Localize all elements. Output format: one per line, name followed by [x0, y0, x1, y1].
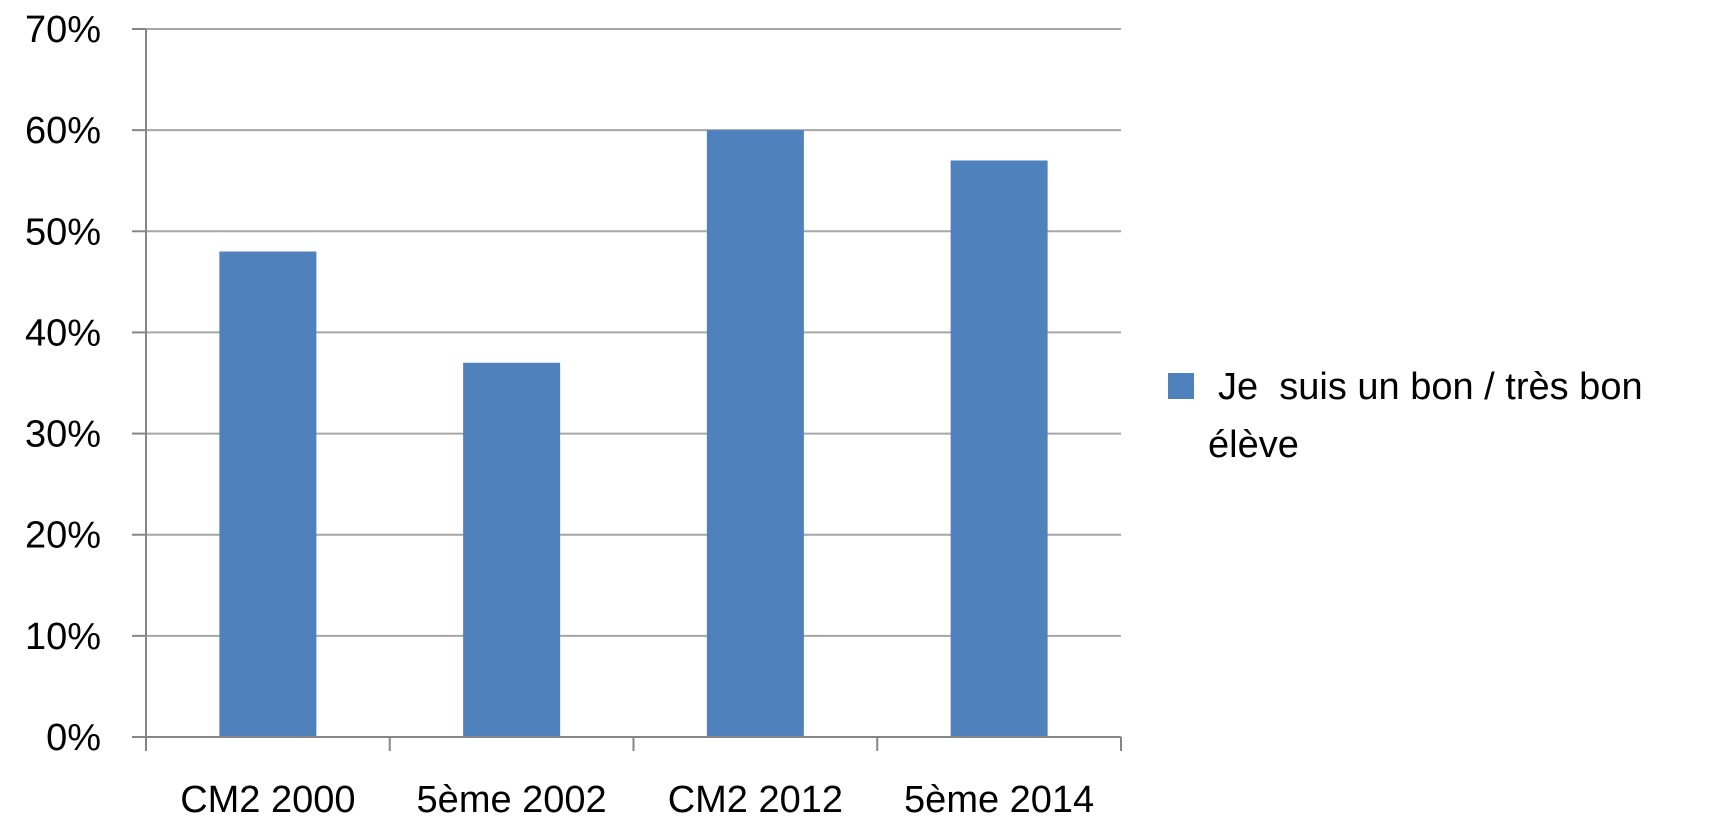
y-tick-label: 20%	[25, 515, 101, 557]
y-tick-label: 30%	[25, 414, 101, 456]
legend: Je suis un bon / très bon élève	[1168, 366, 1643, 466]
y-tick-label: 0%	[46, 717, 101, 759]
y-tick-labels: 0% 10% 20% 30% 40% 50% 60% 70%	[25, 9, 146, 759]
bars	[219, 130, 1048, 738]
y-tick-label: 70%	[25, 9, 101, 51]
legend-label-line-2: élève	[1208, 424, 1299, 466]
legend-swatch	[1168, 373, 1194, 399]
x-tick-label: CM2 2000	[180, 779, 355, 818]
legend-label-line-1: Je suis un bon / très bon	[1218, 366, 1643, 408]
y-tick-label: 40%	[25, 312, 101, 354]
x-tick-label: 5ème 2014	[904, 779, 1094, 818]
bar	[463, 362, 561, 737]
x-tick-label: CM2 2012	[668, 779, 843, 818]
bar	[219, 251, 317, 737]
y-tick-label: 10%	[25, 616, 101, 658]
y-tick-label: 50%	[25, 211, 101, 253]
x-tick-label: 5ème 2002	[417, 779, 607, 818]
bar	[706, 130, 804, 738]
y-tick-label: 60%	[25, 110, 101, 152]
bar	[950, 160, 1048, 737]
x-tick-labels: CM2 2000 5ème 2002 CM2 2012 5ème 2014	[145, 737, 1122, 818]
